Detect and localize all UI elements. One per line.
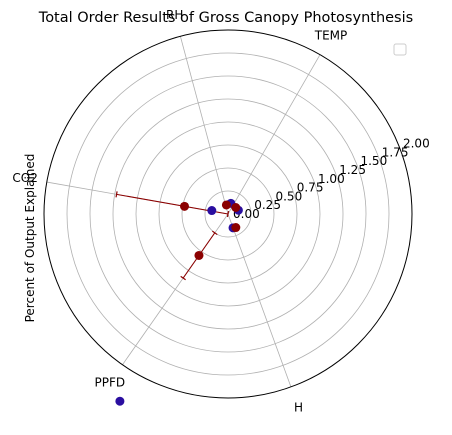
series-2-point xyxy=(194,250,204,260)
angular-category-labels: TEMP RH CO2 PPFD H xyxy=(12,8,347,415)
series-1-point xyxy=(115,396,125,406)
radial-gridline xyxy=(158,144,298,284)
radial-gridline xyxy=(112,98,344,330)
radial-tick-label: 1.75 xyxy=(382,145,409,159)
series-1-point xyxy=(207,206,217,216)
series-2-point xyxy=(231,202,241,212)
chart-title: Total Order Results of Gross Canopy Phot… xyxy=(38,10,413,26)
error-bar-cap xyxy=(212,230,218,236)
series-2-point xyxy=(231,223,241,233)
y-axis-label: Percent of Output Explained xyxy=(23,154,37,323)
category-label-co2: CO2 xyxy=(12,171,37,185)
category-label-h: H xyxy=(294,401,303,415)
legend-entry-marker xyxy=(393,43,407,56)
angular-gridline xyxy=(179,36,229,215)
radial-tick-label: 1.00 xyxy=(318,172,345,186)
angular-gridline xyxy=(227,54,321,215)
radial-tick-label: 0.50 xyxy=(275,189,302,203)
polar-grid xyxy=(66,52,390,376)
error-bar-cap xyxy=(226,210,230,218)
radial-gridline xyxy=(89,75,367,353)
radial-tick-label: 1.50 xyxy=(360,154,387,168)
radial-tick-label: 0.75 xyxy=(297,181,324,195)
category-label-temp: TEMP xyxy=(314,29,348,43)
radial-tick-label: 1.25 xyxy=(339,163,366,177)
radial-gridline xyxy=(181,167,275,261)
radial-tick-label: 2.00 xyxy=(403,137,430,151)
error-bar-cap xyxy=(180,275,186,281)
data-points xyxy=(115,198,243,406)
radial-tick-labels: 0.000.250.500.751.001.251.501.752.00 xyxy=(233,137,430,221)
radial-tick-label: 0.25 xyxy=(254,198,281,212)
radial-gridline xyxy=(135,121,321,307)
category-label-ppfd: PPFD xyxy=(95,376,126,390)
angular-gridline xyxy=(227,213,292,388)
category-label-rh: RH xyxy=(166,8,183,22)
legend xyxy=(393,43,407,56)
radial-gridline xyxy=(66,52,390,376)
error-bar-cap xyxy=(115,191,118,198)
radial-gridline xyxy=(204,190,252,238)
series-2-point xyxy=(221,200,231,210)
polar-frame xyxy=(43,29,413,399)
series-2-point xyxy=(180,201,190,211)
